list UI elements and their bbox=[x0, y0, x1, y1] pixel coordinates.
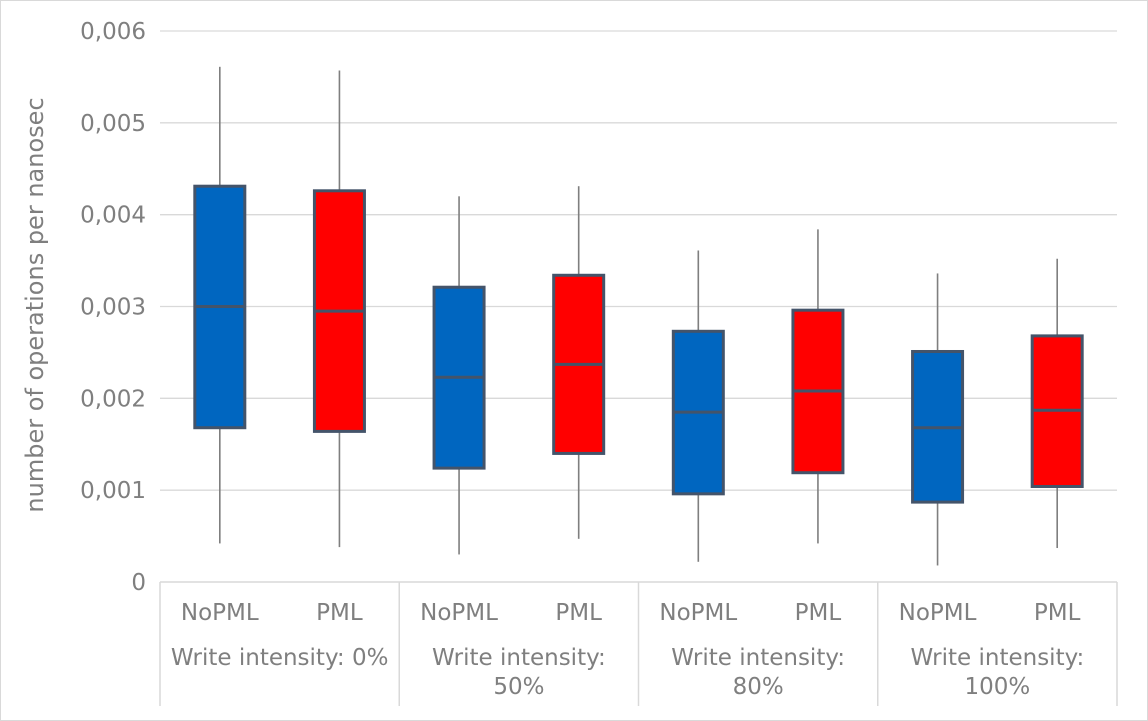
y-tick-label: 0,004 bbox=[80, 203, 146, 229]
y-tick-label: 0,006 bbox=[80, 19, 146, 45]
group-label: 80% bbox=[733, 674, 784, 700]
group-label: 50% bbox=[493, 674, 544, 700]
y-tick-label: 0 bbox=[131, 570, 146, 596]
x-tick-label: PML bbox=[1034, 600, 1081, 626]
gridlines bbox=[160, 30, 1117, 491]
x-tick-label: NoPML bbox=[181, 600, 259, 626]
group-label: Write intensity: bbox=[910, 645, 1084, 671]
x-tick-label: NoPML bbox=[899, 600, 977, 626]
x-tick-label: PML bbox=[316, 600, 363, 626]
axes bbox=[159, 581, 1118, 706]
y-tick-label: 0,003 bbox=[80, 295, 146, 321]
x-tick-label: PML bbox=[555, 600, 602, 626]
x-tick-label: PML bbox=[795, 600, 842, 626]
box-series bbox=[193, 66, 1084, 566]
y-tick-label: 0,005 bbox=[80, 111, 146, 137]
group-label: Write intensity: bbox=[432, 645, 606, 671]
group-label: Write intensity: bbox=[671, 645, 845, 671]
y-tick-label: 0,001 bbox=[80, 478, 146, 504]
x-tick-label: NoPML bbox=[659, 600, 737, 626]
axis-labels: 0 0,001 0,002 0,003 0,004 0,005 0,006 NoPML PML W… bbox=[80, 19, 1084, 700]
x-tick-label: NoPML bbox=[420, 600, 498, 626]
y-tick-label: 0,002 bbox=[80, 386, 146, 412]
y-axis-title: number of operations per nanosec bbox=[21, 97, 49, 512]
group-label: Write intensity: 0% bbox=[171, 645, 389, 671]
group-label: 100% bbox=[964, 674, 1030, 700]
